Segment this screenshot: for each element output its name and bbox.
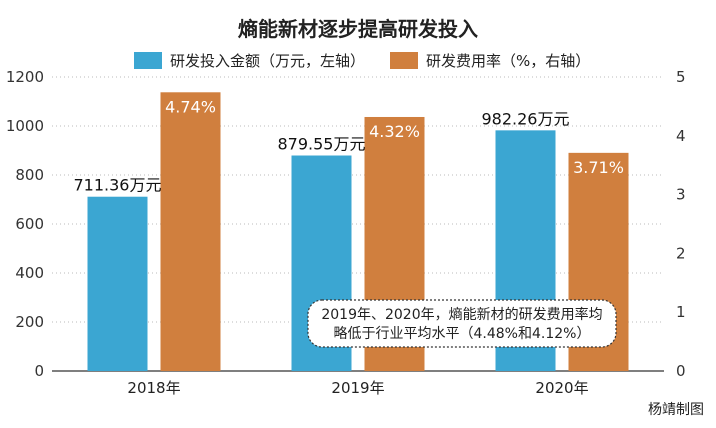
y-right-tick-label: 0 bbox=[676, 362, 686, 380]
data-label-rd-spend: 879.55万元 bbox=[278, 135, 366, 154]
legend-label-spend: 研发投入金额（万元，左轴） bbox=[170, 52, 365, 70]
data-label-rd-spend: 711.36万元 bbox=[74, 176, 162, 195]
legend-label-rate: 研发费用率（%，右轴） bbox=[426, 52, 590, 70]
y-left-tick-label: 800 bbox=[15, 166, 44, 184]
x-category-label: 2019年 bbox=[331, 379, 384, 397]
bar-rd-spend bbox=[87, 196, 148, 371]
axes: 0 200 400 600 800 1000 1200 0 1 2 3 4 5 2018年 2019年 202… bbox=[6, 68, 686, 397]
y-left-tick-label: 1000 bbox=[6, 117, 44, 135]
annotation-box bbox=[307, 299, 617, 348]
legend-swatch-spend bbox=[134, 52, 162, 69]
x-category-label: 2020年 bbox=[535, 379, 588, 397]
y-left-tick-label: 1200 bbox=[6, 68, 44, 86]
y-right-tick-label: 4 bbox=[676, 127, 686, 145]
y-left-tick-label: 600 bbox=[15, 215, 44, 233]
annotation-line-2: 略低于行业平均水平（4.48%和4.12%） bbox=[334, 326, 591, 342]
y-left-tick-label: 200 bbox=[15, 313, 44, 331]
data-label-rd-spend: 982.26万元 bbox=[482, 109, 570, 128]
chart-title: 熵能新材逐步提高研发投入 bbox=[237, 17, 478, 41]
y-right-tick-label: 3 bbox=[676, 186, 686, 204]
data-label-rd-rate: 4.74% bbox=[165, 97, 216, 116]
legend-swatch-rate bbox=[390, 52, 418, 69]
y-right-tick-label: 2 bbox=[676, 244, 686, 262]
data-label-rd-rate: 4.32% bbox=[369, 122, 420, 141]
chart-credit: 杨靖制图 bbox=[648, 402, 704, 418]
y-right-tick-label: 1 bbox=[676, 303, 686, 321]
y-left-tick-label: 0 bbox=[34, 362, 44, 380]
x-category-label: 2018年 bbox=[127, 379, 180, 397]
bar-rd-rate bbox=[160, 92, 221, 372]
y-left-tick-label: 400 bbox=[15, 264, 44, 282]
data-label-rd-rate: 3.71% bbox=[573, 158, 624, 177]
y-right-tick-label: 5 bbox=[676, 68, 686, 86]
annotation-line-1: 2019年、2020年，熵能新材的研发费用率均 bbox=[321, 306, 602, 323]
